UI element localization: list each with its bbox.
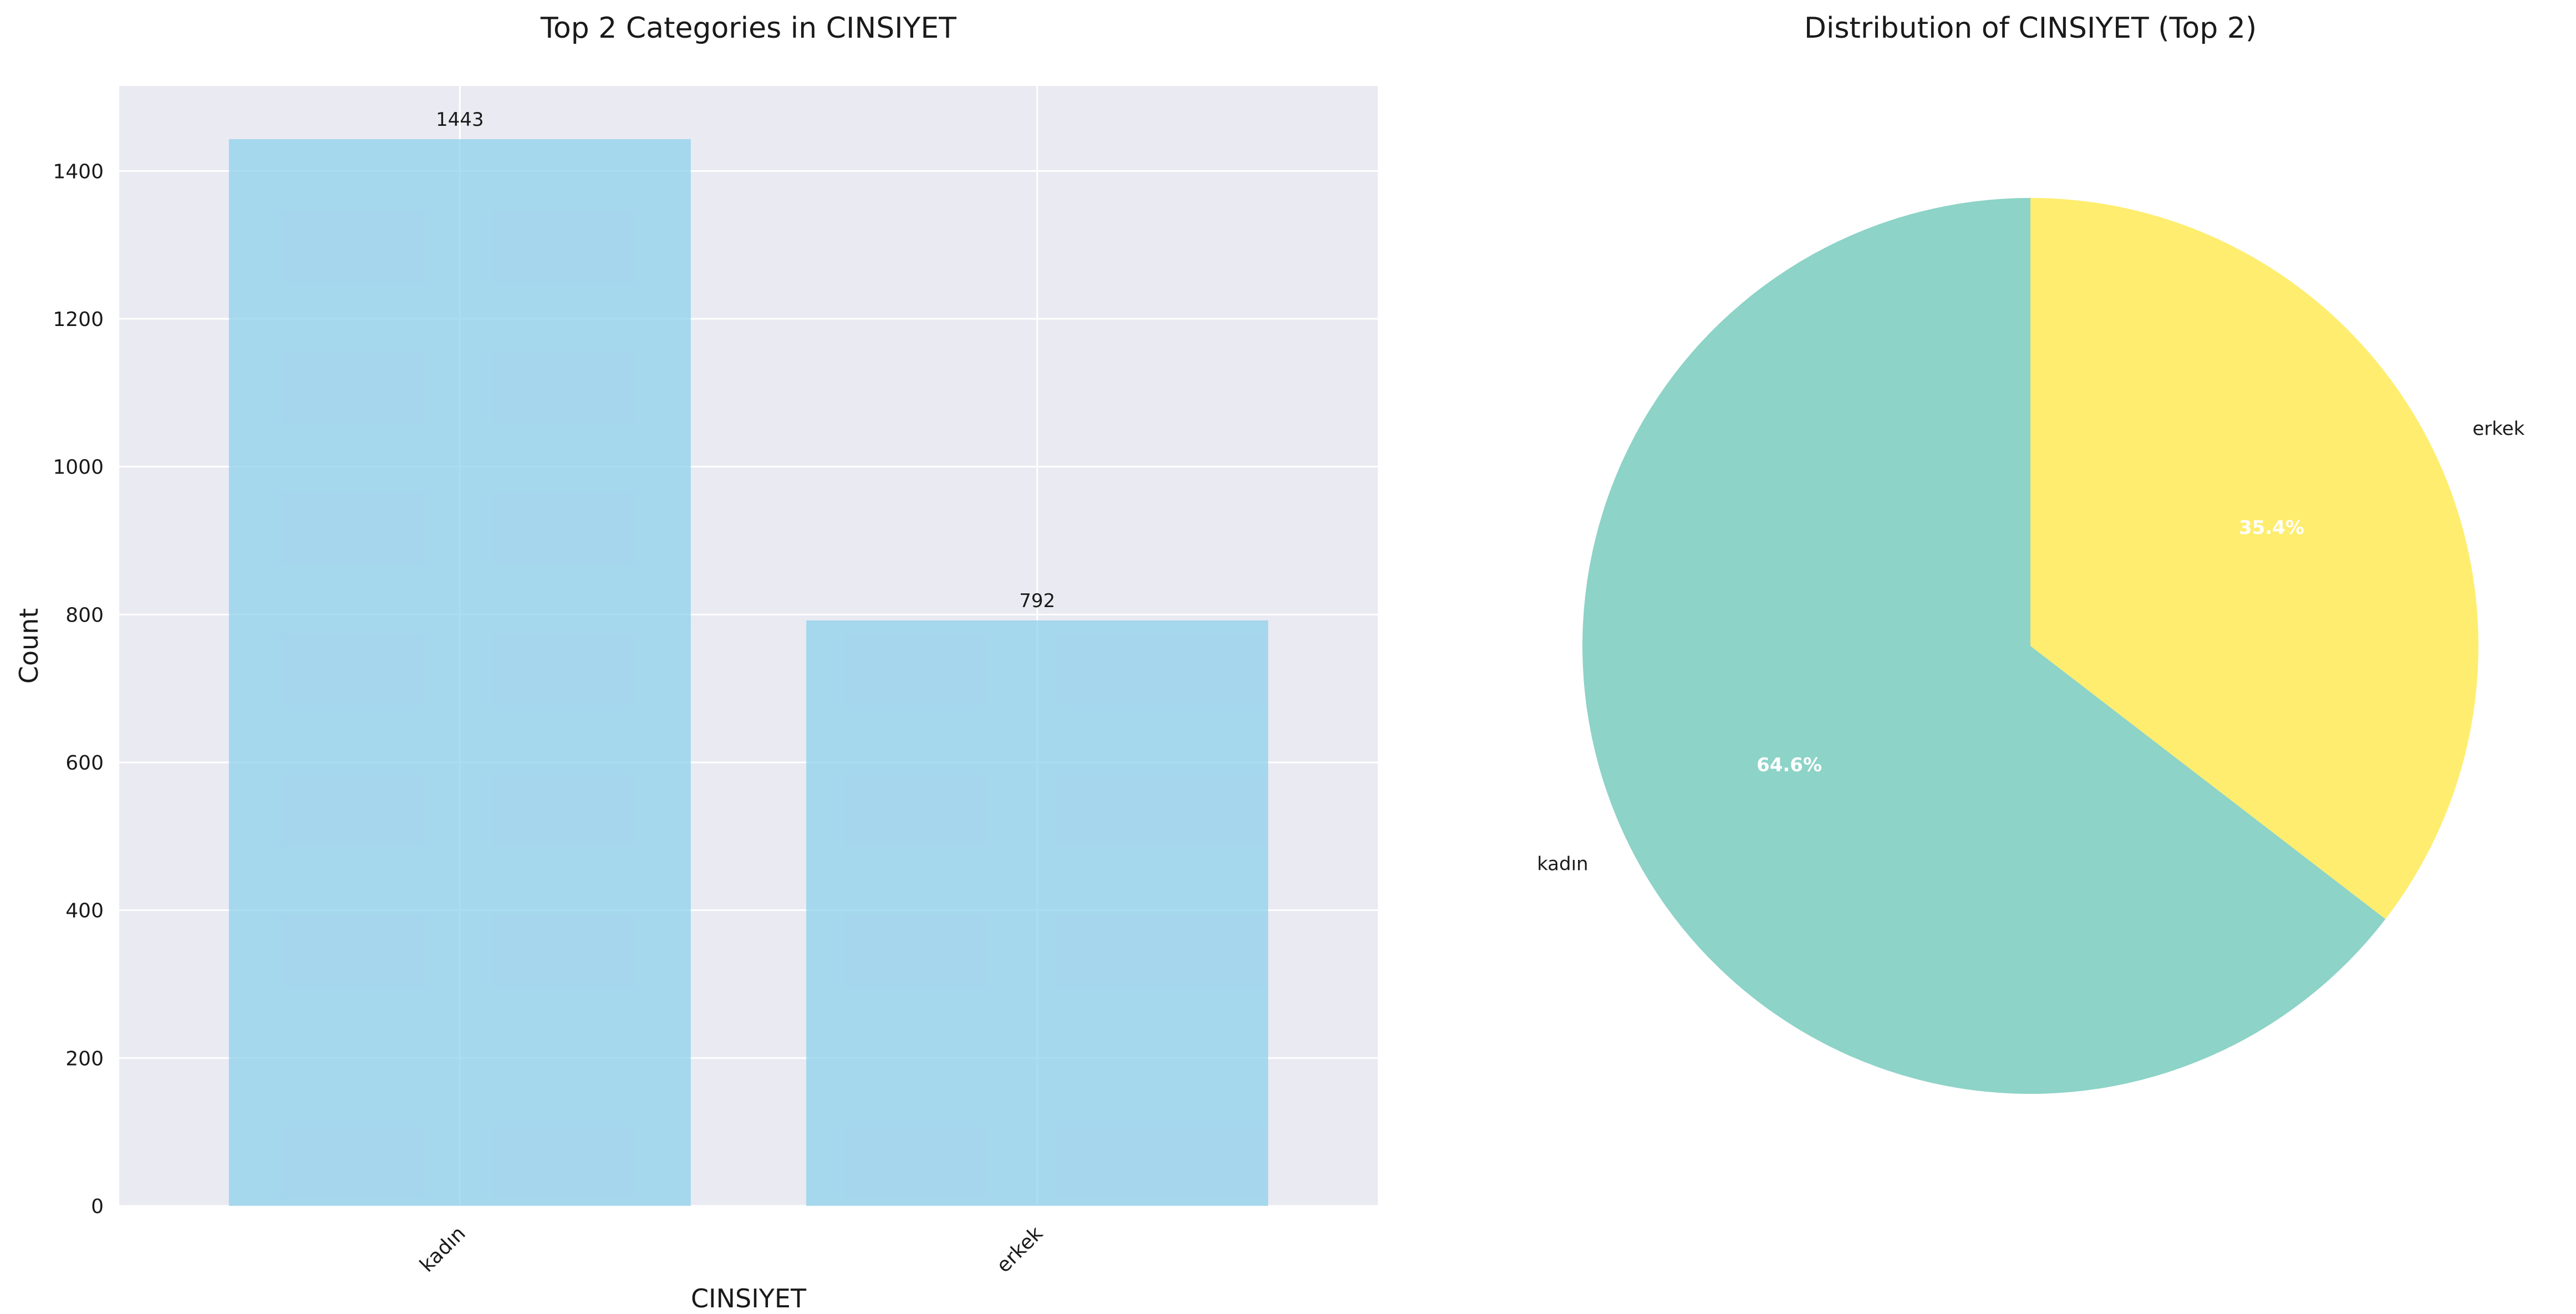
pie-slice-erkek — [2030, 197, 2478, 919]
y-tick-label: 1000 — [53, 456, 104, 479]
y-tick-label: 800 — [65, 604, 104, 627]
y-tick-label: 600 — [65, 752, 104, 775]
bar-kadın — [228, 139, 691, 1206]
bar-value-labels: 1443 792 — [436, 109, 1055, 612]
bar-erkek — [806, 620, 1269, 1206]
pie-label: erkek — [2472, 417, 2524, 440]
pie-labels: kadın erkek — [1537, 417, 2525, 875]
y-tick-labels: 0 200 400 600 800 1000 1200 1400 — [53, 160, 104, 1218]
x-tick-label: kadın — [415, 1222, 470, 1276]
pie-percent-label: 35.4% — [2239, 517, 2304, 539]
bar-chart: Top 2 Categories in CINSIYET 1443 792 0 20… — [14, 12, 1378, 1313]
y-tick-label: 1200 — [53, 308, 104, 331]
pie-slice-kadın — [1582, 198, 2386, 1094]
x-axis-label: CINSIYET — [691, 1284, 807, 1313]
pie-percent-labels: 64.6% 35.4% — [1757, 517, 2304, 776]
pie-label: kadın — [1537, 853, 1589, 875]
y-tick-label: 200 — [65, 1047, 104, 1070]
y-axis-label: Count — [14, 608, 44, 684]
y-tick-label: 400 — [65, 900, 104, 923]
x-tick-labels: kadın erkek — [415, 1222, 1047, 1277]
bar-chart-title: Top 2 Categories in CINSIYET — [540, 12, 956, 45]
bar-value-label: 792 — [1019, 590, 1055, 612]
pie-chart: Distribution of CINSIYET (Top 2) kadın er… — [1537, 12, 2525, 1094]
pie-chart-title: Distribution of CINSIYET (Top 2) — [1804, 12, 2257, 45]
pie-percent-label: 64.6% — [1757, 754, 1822, 776]
x-tick-label: erkek — [992, 1222, 1047, 1277]
pie-slices — [1582, 197, 2478, 1094]
bars — [228, 139, 1269, 1206]
bar-value-label: 1443 — [436, 109, 484, 131]
y-tick-label: 1400 — [53, 160, 104, 183]
y-tick-label: 0 — [91, 1195, 104, 1218]
